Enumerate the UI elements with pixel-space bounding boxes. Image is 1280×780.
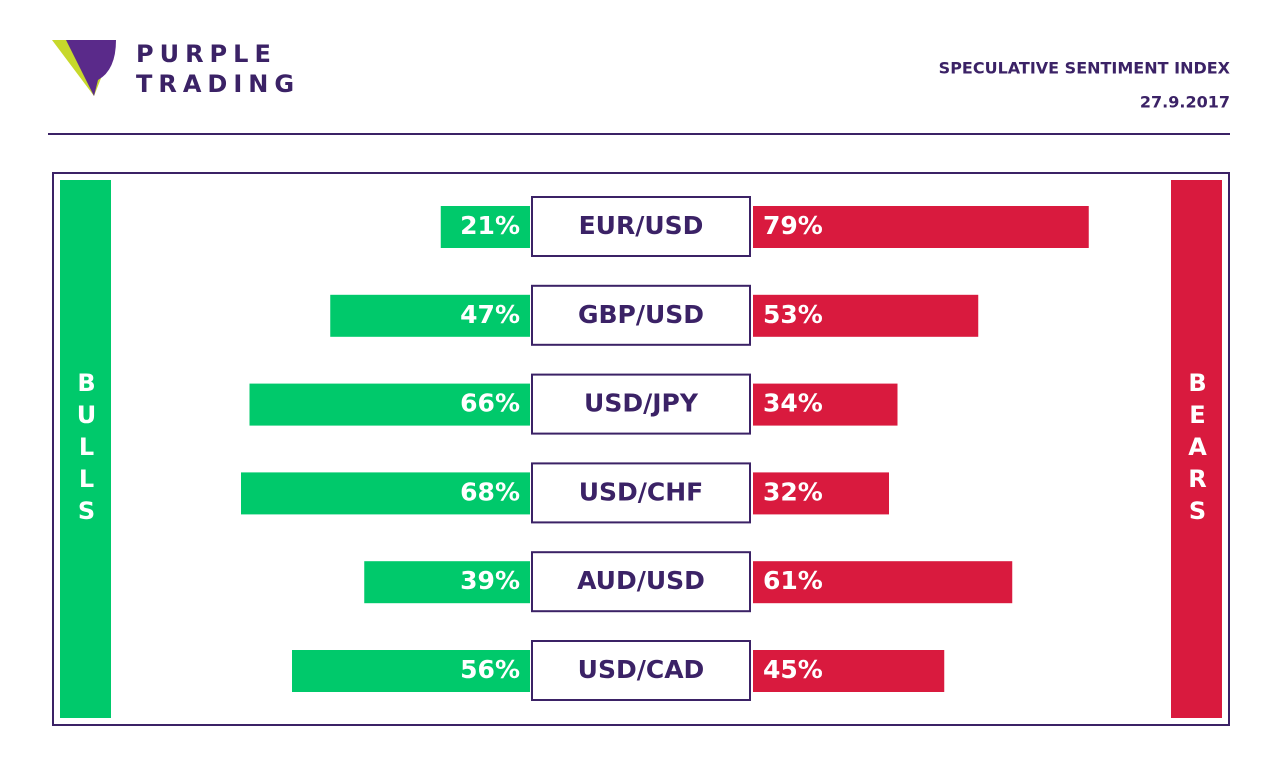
frame [52,172,1230,726]
bar [330,294,530,337]
bar [753,294,979,337]
category-label: AUD/USD [577,566,705,595]
logo-text: TRADING [136,70,300,98]
legend-label: BULLS [73,369,101,529]
category-box [531,551,751,613]
category-label: USD/CHF [579,477,704,506]
value-label: 34% [763,389,823,418]
value-label: 39% [460,566,520,595]
category-box [531,462,751,524]
chart-title: SPECULATIVE SENTIMENT INDEX [939,59,1231,78]
bar [753,650,945,692]
category-box [531,196,751,257]
chart-subtitle: 27.9.2017 [1140,93,1230,112]
bar [241,472,530,515]
bar [753,383,898,426]
legend-swatch [1171,180,1222,718]
bar [364,561,530,604]
category-box [531,640,751,701]
category-label: GBP/USD [578,300,704,329]
value-label: 53% [763,300,823,329]
bar [249,383,530,426]
value-label: 45% [763,655,823,684]
category-label: USD/CAD [578,655,705,684]
value-label: 79% [763,211,823,240]
logo: PURPLE TRADING [52,40,300,98]
value-label: 21% [460,211,520,240]
category-label: EUR/USD [579,211,704,240]
category-label: USD/JPY [584,389,699,418]
value-label: 32% [763,477,823,506]
bar [753,206,1089,248]
logo-text: PURPLE [136,40,277,68]
value-label: 61% [763,566,823,595]
category-box [531,284,751,346]
value-label: 56% [460,655,520,684]
value-label: 47% [460,300,520,329]
bar [292,650,530,692]
value-label: 66% [460,389,520,418]
bar [753,472,889,515]
logo-mark-b [66,40,116,96]
value-label: 68% [460,477,520,506]
category-box [531,373,751,435]
legend-swatch [60,180,111,718]
bar [440,206,530,248]
bar [753,561,1013,604]
legend-label: BEARS [1184,369,1212,529]
